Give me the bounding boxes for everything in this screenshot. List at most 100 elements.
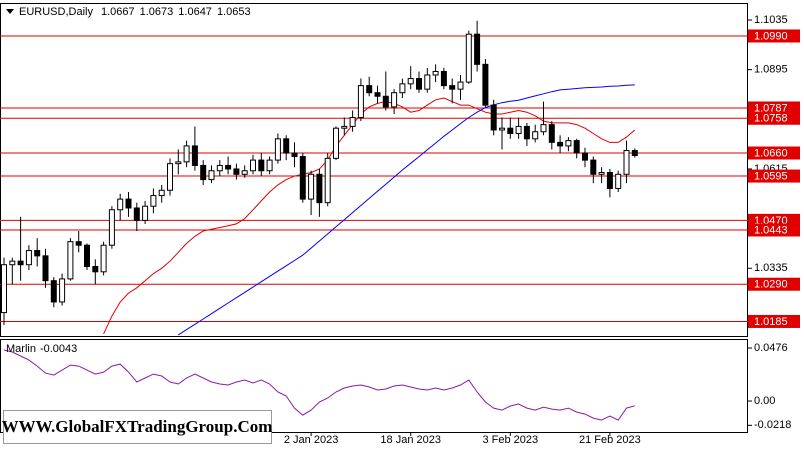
candle-body — [515, 125, 522, 135]
candle-body — [532, 131, 539, 140]
candle-body — [42, 255, 49, 282]
candle-body — [175, 161, 182, 165]
candle-body — [432, 70, 439, 76]
level-label: 1.0990 — [754, 30, 788, 42]
candle-body — [606, 172, 613, 189]
candle-body — [440, 70, 447, 87]
candle-body — [225, 164, 232, 170]
level-tag — [748, 29, 800, 43]
candle-body — [523, 125, 530, 140]
candle-body — [374, 92, 381, 97]
chart-title: EURUSD,Daily — [19, 6, 93, 18]
moving-average — [103, 97, 636, 335]
y2-tick-label: 0.0476 — [754, 342, 788, 354]
indicator-line — [3, 349, 635, 421]
candle-body — [391, 92, 398, 108]
candle-body — [250, 159, 256, 172]
candle-body — [258, 159, 265, 172]
candle-body — [17, 260, 24, 266]
candle-body — [291, 152, 298, 158]
candle-body — [133, 207, 140, 221]
candle-body — [623, 150, 630, 175]
price-panel — [0, 3, 748, 337]
high-value: 1.0673 — [140, 6, 174, 18]
candle-body — [557, 141, 564, 147]
candle-body — [125, 198, 132, 209]
y-tick-label: 1.1035 — [754, 14, 788, 26]
indicator-name: Marlin — [6, 343, 36, 355]
level-label: 1.0443 — [754, 224, 788, 236]
candle-body — [158, 189, 165, 197]
candle-body — [150, 195, 157, 207]
indicator-panel — [0, 339, 748, 433]
level-tag — [748, 169, 800, 183]
candle-body — [465, 33, 472, 83]
candle-body — [200, 164, 207, 181]
y2-tick-label: -0.0218 — [754, 419, 791, 431]
candle-body — [474, 33, 481, 65]
candle-body — [615, 173, 622, 189]
level-label: 1.0290 — [754, 279, 788, 291]
candle-body — [366, 85, 373, 94]
candle-body — [573, 140, 580, 154]
candle-body — [324, 157, 331, 204]
candle-body — [540, 124, 547, 133]
level-tag — [748, 146, 800, 160]
candle-body — [283, 138, 290, 154]
x-tick-label: 21 Feb 2023 — [579, 434, 641, 446]
level-label: 1.0595 — [754, 170, 788, 182]
candle-body — [59, 278, 66, 303]
candle-body — [50, 280, 57, 303]
candle-body — [399, 83, 406, 94]
moving-average — [178, 84, 635, 336]
level-label: 1.0660 — [754, 147, 788, 159]
level-tag — [748, 277, 800, 291]
watermark-box: WWW.GlobalFXTradingGroup.Com — [2, 410, 273, 444]
y-tick-label: 1.0895 — [754, 64, 788, 76]
candle-body — [416, 78, 422, 90]
candle-body — [9, 260, 16, 266]
candle-body — [299, 156, 306, 200]
candle-body — [565, 140, 572, 147]
candle-body — [233, 168, 240, 175]
candle-body — [274, 138, 281, 161]
candle-body — [142, 205, 149, 221]
candle-body — [183, 145, 190, 163]
candle-body — [598, 172, 605, 175]
candle-body — [1, 264, 7, 314]
level-tag — [748, 314, 800, 328]
candle-body — [457, 81, 464, 90]
candle-body — [590, 159, 597, 175]
candle-body — [507, 127, 514, 135]
candle-body — [241, 170, 248, 175]
indicator-header: Marlin -0.0043 — [6, 343, 77, 355]
candle-body — [382, 95, 389, 108]
plot-layer: 1.10351.08951.06151.03350.04760.00-0.021… — [0, 14, 800, 446]
candle-body — [490, 104, 497, 131]
candle-body — [341, 125, 348, 129]
indicator-value: -0.0043 — [40, 343, 77, 355]
candle-body — [117, 198, 124, 211]
open-value: 1.0667 — [101, 6, 135, 18]
candle-body — [100, 244, 107, 273]
candle-body — [191, 145, 198, 166]
close-value: 1.0653 — [217, 6, 251, 18]
candle-body — [75, 241, 82, 246]
y-tick-label: 1.0335 — [754, 262, 788, 274]
candle-body — [216, 164, 223, 172]
watermark: WWW.GlobalFXTradingGroup.Com — [2, 417, 273, 436]
y2-tick-label: 0.00 — [754, 395, 775, 407]
level-tag — [748, 223, 800, 237]
candle-body — [316, 173, 323, 204]
candle-body — [108, 209, 115, 246]
candle-body — [357, 85, 364, 119]
candle-body — [84, 244, 90, 267]
level-label: 1.0758 — [754, 113, 788, 125]
candle-body — [631, 150, 638, 156]
chart-header: EURUSD,Daily 1.0667 1.0673 1.0647 1.0653 — [19, 6, 251, 18]
candle-body — [333, 127, 339, 159]
candle-body — [167, 163, 173, 191]
candle-body — [582, 152, 588, 161]
candle-body — [34, 250, 41, 257]
